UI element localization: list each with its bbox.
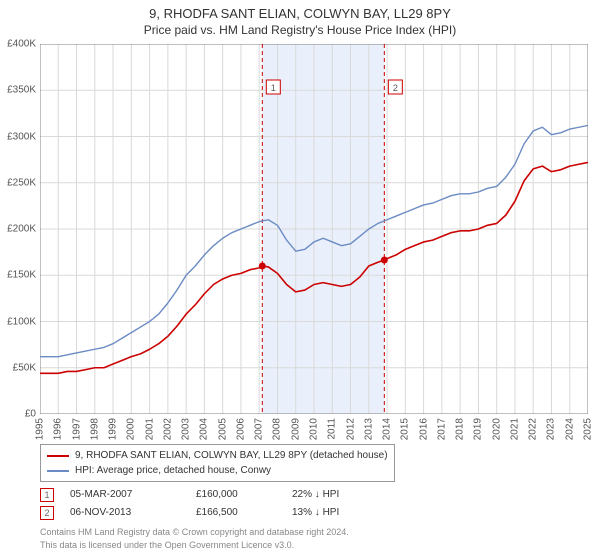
x-tick-label: 2014 [382, 418, 393, 440]
legend-swatch [47, 455, 69, 457]
marker-date: 06-NOV-2013 [70, 504, 180, 522]
x-tick-label: 2005 [217, 418, 228, 440]
y-tick-label: £250K [7, 177, 36, 188]
x-tick-label: 1999 [108, 418, 119, 440]
x-tick-label: 2018 [455, 418, 466, 440]
x-tick-label: 2022 [528, 418, 539, 440]
page-title: 9, RHODFA SANT ELIAN, COLWYN BAY, LL29 8… [0, 6, 600, 21]
x-tick-label: 2019 [473, 418, 484, 440]
marker-row: 1 05-MAR-2007 £160,000 22% ↓ HPI [40, 486, 339, 504]
marker-price: £166,500 [196, 504, 276, 522]
y-tick-label: £150K [7, 270, 36, 281]
page-subtitle: Price paid vs. HM Land Registry's House … [0, 23, 600, 37]
x-tick-label: 2004 [199, 418, 210, 440]
x-tick-label: 2009 [290, 418, 301, 440]
legend: 9, RHODFA SANT ELIAN, COLWYN BAY, LL29 8… [40, 444, 395, 482]
x-tick-label: 2025 [583, 418, 594, 440]
marker-price: £160,000 [196, 486, 276, 504]
marker-delta: 13% ↓ HPI [292, 504, 339, 522]
x-tick-label: 2024 [564, 418, 575, 440]
x-tick-label: 2012 [345, 418, 356, 440]
marker-table: 1 05-MAR-2007 £160,000 22% ↓ HPI 2 06-NOV-201… [40, 486, 339, 522]
footer-line2: This data is licensed under the Open Gov… [40, 539, 349, 552]
y-tick-label: £50K [13, 362, 36, 373]
x-tick-label: 2020 [491, 418, 502, 440]
marker-id-box: 2 [40, 506, 54, 520]
x-tick-label: 2007 [254, 418, 265, 440]
legend-swatch [47, 470, 69, 472]
svg-text:2: 2 [393, 83, 398, 93]
y-tick-label: £400K [7, 39, 36, 50]
footer: Contains HM Land Registry data © Crown c… [40, 526, 349, 552]
x-tick-label: 1998 [89, 418, 100, 440]
x-tick-label: 2021 [509, 418, 520, 440]
x-tick-label: 1995 [35, 418, 46, 440]
chart: 12 £0£50K£100K£150K£200K£250K£300K£350K£… [40, 44, 588, 414]
x-tick-label: 2010 [309, 418, 320, 440]
svg-text:1: 1 [271, 83, 276, 93]
footer-line1: Contains HM Land Registry data © Crown c… [40, 526, 349, 539]
y-tick-label: £200K [7, 224, 36, 235]
y-tick-label: £300K [7, 131, 36, 142]
x-tick-label: 2000 [126, 418, 137, 440]
x-tick-label: 2011 [327, 418, 338, 440]
legend-label: HPI: Average price, detached house, Conw… [75, 463, 271, 478]
y-tick-label: £100K [7, 316, 36, 327]
marker-delta: 22% ↓ HPI [292, 486, 339, 504]
x-tick-label: 2015 [400, 418, 411, 440]
marker-row: 2 06-NOV-2013 £166,500 13% ↓ HPI [40, 504, 339, 522]
x-tick-label: 2016 [418, 418, 429, 440]
x-tick-label: 1997 [71, 418, 82, 440]
y-tick-label: £350K [7, 85, 36, 96]
x-tick-label: 2003 [181, 418, 192, 440]
x-tick-label: 2008 [272, 418, 283, 440]
legend-item: HPI: Average price, detached house, Conw… [47, 463, 388, 478]
chart-svg: 12 [40, 44, 588, 414]
x-tick-label: 2023 [546, 418, 557, 440]
legend-label: 9, RHODFA SANT ELIAN, COLWYN BAY, LL29 8… [75, 448, 388, 463]
x-tick-label: 2006 [235, 418, 246, 440]
x-tick-label: 2002 [162, 418, 173, 440]
marker-date: 05-MAR-2007 [70, 486, 180, 504]
legend-item: 9, RHODFA SANT ELIAN, COLWYN BAY, LL29 8… [47, 448, 388, 463]
x-tick-label: 2013 [363, 418, 374, 440]
marker-id-box: 1 [40, 488, 54, 502]
x-tick-label: 2001 [144, 418, 155, 440]
x-tick-label: 2017 [436, 418, 447, 440]
x-tick-label: 1996 [53, 418, 64, 440]
